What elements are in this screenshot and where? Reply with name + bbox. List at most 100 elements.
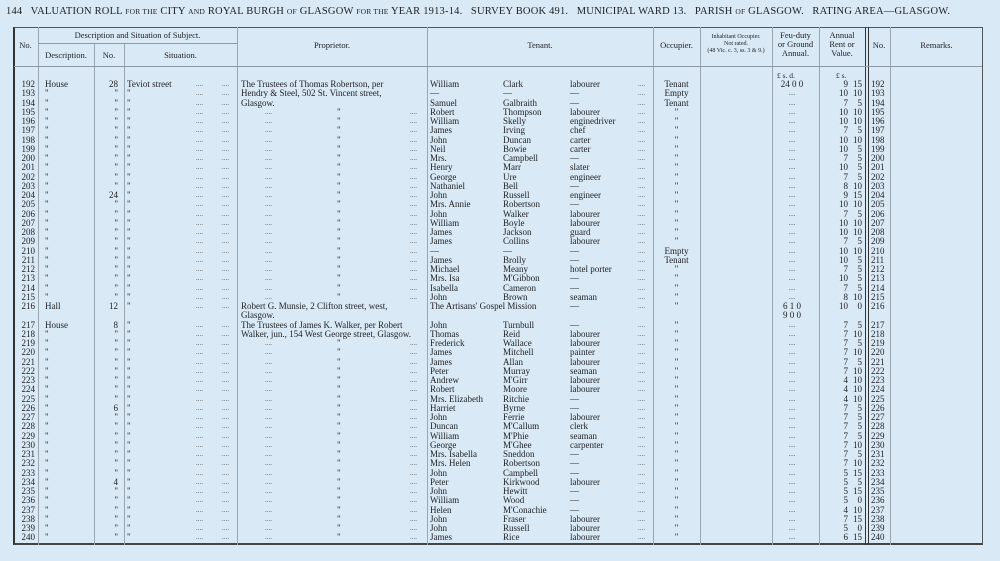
rent-shillings: 15 <box>853 486 862 496</box>
tenant-first-name: Helen <box>430 504 452 515</box>
feu-duty: .... <box>788 218 796 227</box>
house-number: " <box>114 467 118 478</box>
rent-shillings: 10 <box>853 458 862 469</box>
leader-dots: .... <box>265 218 272 227</box>
leader-dots: .... <box>638 89 645 98</box>
leader-dots: .... <box>410 477 417 486</box>
leader-dots: .... <box>638 348 645 357</box>
leader-dots: .... <box>222 413 229 421</box>
feu-duty: 24 0 0 <box>780 79 804 89</box>
leader-dots: .... <box>196 107 203 116</box>
leader-dots: .... <box>196 339 203 347</box>
tenant-first-name: Mrs. Isabella <box>430 449 477 459</box>
row-number-right: 233 <box>871 467 885 478</box>
leader-dots: .... <box>196 200 203 209</box>
leader-dots: .... <box>265 403 272 412</box>
ditto-mark: " <box>337 504 341 515</box>
leader-dots: .... <box>222 274 229 283</box>
rent-shillings: 5 <box>857 273 863 284</box>
leader-dots: .... <box>638 422 645 431</box>
table-row: 235 " " " John Hewitt — ".... 5 15 235............… <box>0 486 1000 496</box>
ditto-mark: " <box>337 171 341 182</box>
rent-shillings: 5 <box>857 338 863 348</box>
leader-dots: .... <box>410 228 417 236</box>
description: " <box>45 393 49 404</box>
feu-duty: .... <box>788 209 796 218</box>
row-number: 205 <box>21 199 36 210</box>
house-number: " <box>114 264 118 274</box>
row-number: 236 <box>21 495 36 506</box>
situation: " <box>127 227 131 237</box>
situation: " <box>127 264 131 274</box>
rent-shillings: 5 <box>857 143 863 154</box>
leader-dots: .... <box>265 237 272 246</box>
description: " <box>45 356 49 367</box>
ditto-mark: " <box>337 476 341 487</box>
house-number: 12 <box>109 301 118 311</box>
leader-dots: .... <box>196 394 203 403</box>
description: " <box>45 190 49 200</box>
rent-shillings: 0 <box>857 523 863 533</box>
leader-dots: .... <box>222 246 229 255</box>
tenant-occupation: carter <box>570 134 591 145</box>
rent-pounds: 7 <box>843 430 849 441</box>
leader-dots: .... <box>638 144 645 153</box>
leader-dots: .... <box>638 126 645 135</box>
occupier: " <box>674 421 679 432</box>
house-number: " <box>114 171 118 182</box>
leader-dots: .... <box>196 292 203 301</box>
rent-shillings: 5 <box>857 449 863 459</box>
rent-pounds: 7 <box>843 264 849 274</box>
leader-dots: .... <box>196 366 203 375</box>
leader-dots: .... <box>222 172 229 181</box>
proprietor: Hendry & Steel, 502 St. Vincent street, <box>241 88 382 99</box>
feu-duty: .... <box>788 366 796 375</box>
rent-pounds: 7 <box>843 328 849 339</box>
row-number-right: 223 <box>871 375 885 385</box>
tenant-first-name: Samuel <box>430 97 457 108</box>
occupier: " <box>674 319 679 330</box>
row-number-right: 215 <box>871 291 885 302</box>
feu-duty: .... <box>788 181 796 190</box>
rent-shillings: 15 <box>853 532 862 543</box>
leader-dots: .... <box>410 274 417 283</box>
ditto-mark: " <box>337 227 341 237</box>
row-number-right: 197 <box>871 125 885 136</box>
feu-duty: .... <box>788 440 796 449</box>
occupier: " <box>674 513 679 524</box>
occupier: " <box>674 217 679 228</box>
ditto-mark: " <box>337 199 341 210</box>
tenant-occupation: — <box>570 301 579 311</box>
feu-duty: .... <box>788 394 796 403</box>
leader-dots: .... <box>410 366 417 375</box>
rent-shillings: 15 <box>853 513 862 524</box>
leader-dots: .... <box>222 431 229 440</box>
description: " <box>45 125 49 136</box>
tenant-occupation: engineer <box>570 171 601 182</box>
leader-dots: .... <box>638 505 645 514</box>
occupier: " <box>674 171 679 182</box>
leader-dots: .... <box>222 320 229 329</box>
leader-dots: .... <box>222 135 229 144</box>
house-number: " <box>114 199 118 210</box>
ditto-mark: " <box>337 217 341 228</box>
leader-dots: .... <box>410 514 417 523</box>
feu-duty: 9 0 0 <box>783 310 801 321</box>
tenant-first-name: Neil <box>430 143 446 154</box>
house-number: 28 <box>109 79 118 89</box>
row-number-right: 236 <box>871 495 885 506</box>
leader-dots: .... <box>222 422 229 431</box>
table-row: 222 " " " Peter Murray seaman ".... 7 10 222......… <box>0 366 1000 376</box>
tenant-first-name: John <box>430 208 448 219</box>
column-divider <box>868 27 869 545</box>
tenant-occupation: — <box>570 180 579 191</box>
proprietor: Walker, jun., 154 West George street, Gl… <box>241 328 411 339</box>
leader-dots: .... <box>410 163 417 172</box>
table-row: 225 " " " Mrs. Elizabeth Ritchie — ".... 4 10 225.… <box>0 393 1000 404</box>
rent-shillings: 5 <box>857 412 863 422</box>
leader-dots: .... <box>410 339 417 347</box>
leader-dots: .... <box>222 107 229 116</box>
row-number: 221 <box>21 356 36 367</box>
rent-shillings: 10 <box>853 217 862 228</box>
leader-dots: .... <box>222 403 229 412</box>
